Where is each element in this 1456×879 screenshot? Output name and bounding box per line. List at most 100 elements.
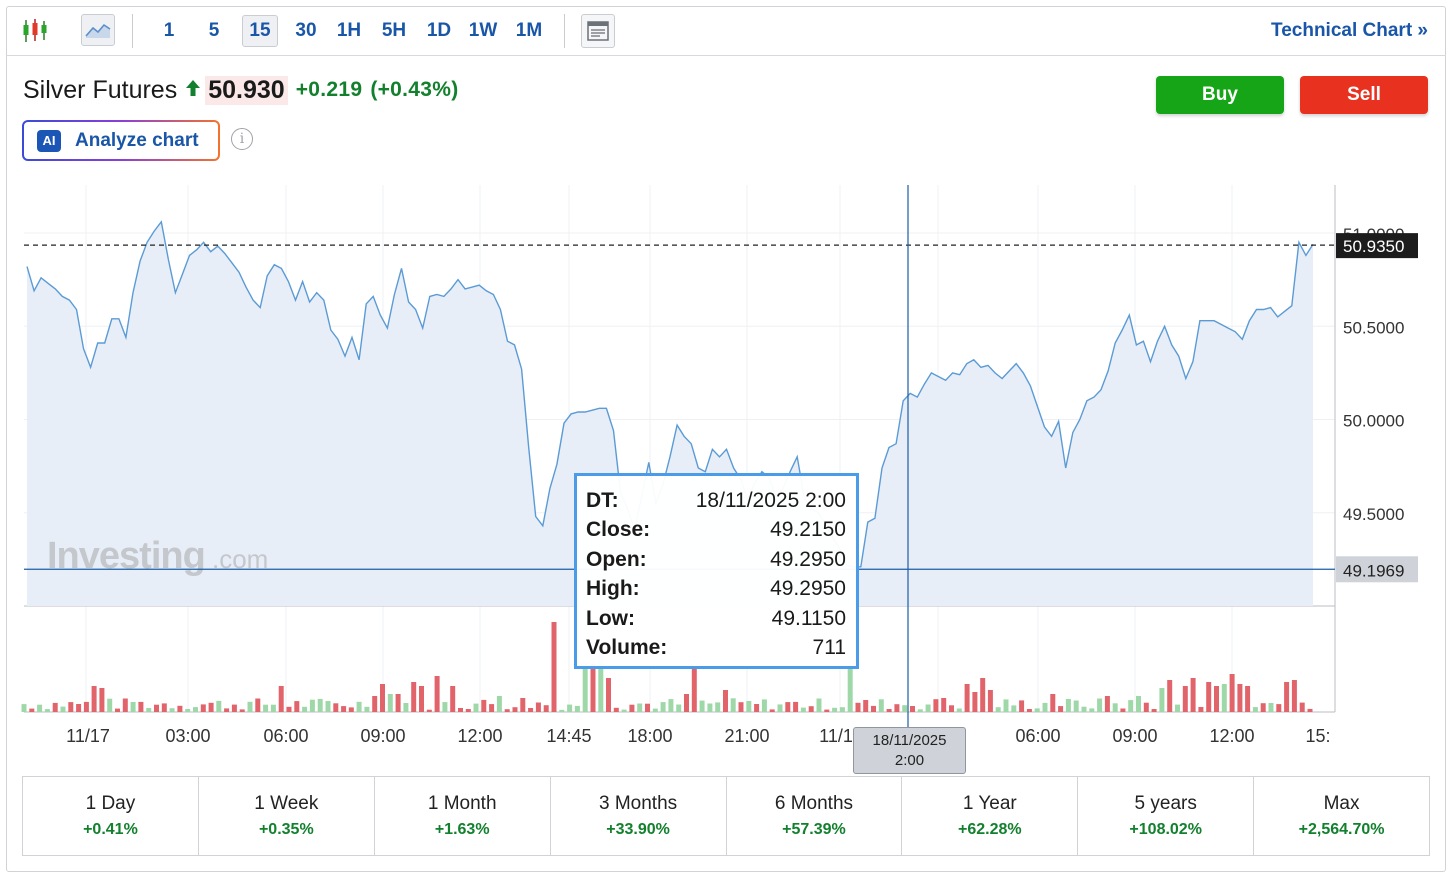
- volume-bar: [949, 705, 954, 712]
- volume-bar: [419, 686, 424, 712]
- price-change-percent: (+0.43%): [370, 78, 459, 101]
- volume-bar: [348, 707, 354, 712]
- period-change: +1.63%: [434, 821, 490, 838]
- volume-bar: [1268, 703, 1274, 712]
- volume-bar: [1260, 703, 1266, 712]
- timeframe-15-button[interactable]: 15: [242, 15, 278, 47]
- period-1-day[interactable]: 1 Day +0.41%: [23, 777, 199, 855]
- timeframe-30-button[interactable]: 30: [295, 20, 317, 41]
- volume-bar: [231, 704, 237, 712]
- period-change: +108.02%: [1129, 821, 1202, 838]
- volume-bar: [107, 698, 113, 712]
- volume-bar: [387, 694, 393, 712]
- period-1-week[interactable]: 1 Week +0.35%: [199, 777, 375, 855]
- time-tick-label: 09:00: [360, 726, 405, 746]
- volume-bar: [894, 704, 900, 712]
- period-1-year[interactable]: 1 Year +62.28%: [902, 777, 1079, 855]
- crosshair-date: 18/11/2025: [872, 732, 947, 749]
- tooltip-row: DT: 18/11/2025 2:00: [586, 486, 846, 516]
- volume-bar: [941, 698, 947, 712]
- volume-bar: [754, 704, 760, 712]
- volume-bar: [1276, 704, 1282, 712]
- volume-bar: [1034, 708, 1040, 712]
- timeframe-1d-button[interactable]: 1D: [426, 20, 452, 41]
- tooltip-row: Low: 49.1150: [586, 604, 846, 634]
- period-max[interactable]: Max +2,564.70%: [1254, 777, 1429, 855]
- volume-bar: [115, 708, 120, 712]
- period-change: +62.28%: [958, 821, 1022, 838]
- period-5-years[interactable]: 5 years +108.02%: [1078, 777, 1255, 855]
- volume-bar: [1026, 709, 1032, 712]
- volume-bar: [138, 701, 144, 712]
- analyze-chart-button[interactable]: AI Analyze chart: [22, 120, 220, 161]
- tooltip-row: Volume: 711: [586, 634, 846, 664]
- volume-bar: [637, 703, 643, 712]
- period-3-months[interactable]: 3 Months +33.90%: [551, 777, 727, 855]
- volume-bar: [60, 706, 66, 712]
- volume-bar: [200, 704, 206, 712]
- technical-chart-link[interactable]: Technical Chart »: [1271, 20, 1428, 41]
- volume-bar: [980, 678, 986, 712]
- volume-bar: [255, 698, 261, 712]
- volume-bar: [247, 701, 253, 712]
- volume-bar: [21, 704, 27, 712]
- volume-bar: [1299, 702, 1305, 712]
- volume-bar: [1159, 688, 1165, 712]
- volume-bar: [1143, 702, 1149, 712]
- timeframe-1w-button[interactable]: 1W: [468, 20, 498, 41]
- tooltip-key: Low:: [586, 606, 635, 630]
- volume-bar: [1104, 696, 1110, 712]
- volume-bar: [824, 709, 830, 712]
- last-price: 50.930: [205, 75, 288, 105]
- volume-bar: [995, 707, 1001, 712]
- volume-bar: [629, 704, 635, 712]
- period-label: 5 years: [1134, 793, 1197, 814]
- last-price-label-bg: [1336, 233, 1418, 259]
- price-tick-label: 50.0000: [1343, 412, 1404, 431]
- volume-bar: [528, 708, 534, 712]
- tooltip-value: 49.1150: [771, 606, 846, 630]
- info-icon[interactable]: i: [231, 128, 253, 150]
- performance-periods: 1 Day +0.41% 1 Week +0.35% 1 Month +1.63% 3 Mo…: [22, 776, 1430, 856]
- candlestick-chart-icon[interactable]: [18, 14, 54, 48]
- volume-bar: [411, 682, 417, 712]
- volume-bar: [723, 690, 728, 712]
- up-arrow-icon: [185, 79, 201, 102]
- volume-bar: [434, 676, 440, 712]
- volume-bar: [1221, 684, 1227, 712]
- volume-bar: [668, 699, 674, 712]
- timeframe-1h-button[interactable]: 1H: [336, 20, 362, 41]
- volume-bar: [263, 704, 269, 712]
- timeframe-1-button[interactable]: 1: [163, 20, 175, 41]
- volume-bar: [551, 622, 557, 712]
- timeframe-5-button[interactable]: 5: [208, 20, 220, 41]
- volume-bar: [1214, 686, 1219, 712]
- timeframe-1m-button[interactable]: 1M: [515, 20, 543, 41]
- period-change: +57.39%: [782, 821, 846, 838]
- investing-watermark: Investing: [47, 535, 205, 577]
- volume-bar: [621, 709, 627, 712]
- volume-bar: [496, 696, 502, 712]
- volume-bar: [1097, 698, 1103, 712]
- period-1-month[interactable]: 1 Month +1.63%: [375, 777, 551, 855]
- buy-button[interactable]: Buy: [1156, 76, 1284, 114]
- volume-bar: [582, 662, 588, 712]
- volume-bar: [185, 709, 191, 712]
- volume-bar: [146, 708, 152, 712]
- volume-bar: [1182, 686, 1188, 712]
- volume-bar: [37, 704, 43, 712]
- volume-bar: [1190, 678, 1196, 712]
- sell-button[interactable]: Sell: [1300, 76, 1428, 114]
- last-price-label: 50.9350: [1343, 237, 1404, 256]
- layout-icon[interactable]: [581, 14, 615, 48]
- period-6-months[interactable]: 6 Months +57.39%: [727, 777, 903, 855]
- line-chart-icon[interactable]: [81, 14, 115, 46]
- volume-bar: [122, 698, 128, 712]
- volume-bar: [660, 702, 666, 712]
- timeframe-5h-button[interactable]: 5H: [381, 20, 407, 41]
- volume-bar: [1291, 680, 1297, 712]
- time-tick-label: 06:00: [1015, 726, 1060, 746]
- volume-bar: [863, 700, 869, 712]
- price-tick-label: 49.5000: [1343, 505, 1404, 524]
